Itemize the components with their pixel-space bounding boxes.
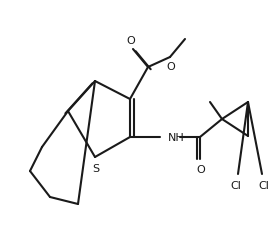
Text: O: O <box>126 36 135 46</box>
Text: Cl: Cl <box>259 180 269 190</box>
Text: O: O <box>197 164 205 174</box>
Text: S: S <box>93 163 100 173</box>
Text: Cl: Cl <box>230 180 241 190</box>
Text: NH: NH <box>168 132 185 142</box>
Text: O: O <box>167 62 175 72</box>
